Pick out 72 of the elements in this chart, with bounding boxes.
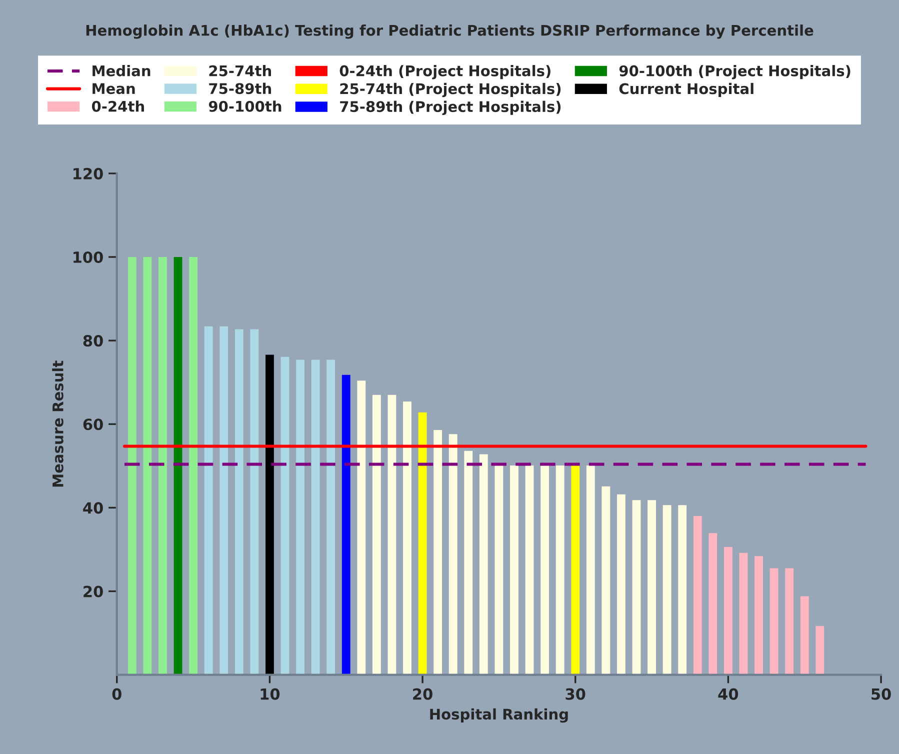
bar <box>693 516 702 675</box>
bar <box>418 412 427 675</box>
bar <box>265 354 274 675</box>
bar <box>571 465 580 675</box>
bar <box>434 430 442 675</box>
bar <box>464 450 473 675</box>
bar <box>678 505 687 675</box>
legend-label: 25-74th (Project Hospitals) <box>340 82 561 98</box>
bar <box>708 533 718 675</box>
bar <box>403 402 412 675</box>
bar <box>479 454 488 675</box>
bar <box>128 256 136 675</box>
bar <box>540 465 549 675</box>
bar <box>525 465 534 675</box>
bar <box>372 394 381 675</box>
bar <box>234 329 244 675</box>
legend-label: 0-24th (Project Hospitals) <box>340 65 550 80</box>
legend-label: 75-89th (Project Hospitals) <box>340 100 561 116</box>
bar <box>296 360 304 675</box>
x-tick-label: 0 <box>112 688 122 700</box>
bar <box>800 596 809 675</box>
legend-label: 75-89th <box>209 82 271 94</box>
chart-title: Hemoglobin A1c (HbA1c) Testing for Pediatric Patients DSRIP Performance by Percentile <box>86 24 814 39</box>
x-tick-label: 20 <box>413 688 432 700</box>
legend-label: 25-74th <box>209 65 271 76</box>
x-axis-title: Hospital Ranking <box>430 708 568 723</box>
bar <box>204 326 213 675</box>
y-tick-label: 100 <box>74 251 103 264</box>
bar <box>158 256 167 675</box>
y-tick-label: 120 <box>74 168 103 180</box>
bar <box>189 256 198 675</box>
bar <box>770 568 778 675</box>
bar <box>494 465 504 675</box>
bar <box>648 500 656 675</box>
legend-label: 0-24th <box>92 100 144 112</box>
bar <box>448 434 458 675</box>
bar <box>174 256 182 675</box>
bar <box>342 374 350 675</box>
x-tick-label: 10 <box>260 688 280 700</box>
y-tick-label: 60 <box>83 418 103 430</box>
y-tick-label: 40 <box>83 502 103 514</box>
legend-label: 90-100th (Project Hospitals) <box>619 65 850 80</box>
bar <box>754 556 763 675</box>
bar <box>602 486 610 675</box>
legend-label: Current Hospital <box>619 82 754 98</box>
bar <box>280 356 290 675</box>
bar <box>586 465 595 675</box>
bar <box>816 626 824 675</box>
bar <box>785 568 794 675</box>
bar <box>388 394 396 675</box>
legend-label: Median <box>92 65 150 76</box>
bar <box>739 552 748 675</box>
legend-label: Mean <box>92 83 135 94</box>
bar <box>143 256 152 675</box>
bar <box>632 500 641 675</box>
y-tick-label: 20 <box>84 586 103 598</box>
bar <box>220 326 228 675</box>
x-tick-label: 30 <box>566 688 586 700</box>
bar <box>250 329 259 675</box>
bar <box>357 380 366 675</box>
bar <box>311 360 320 675</box>
bar <box>326 360 336 675</box>
legend-label: 90-100th <box>208 100 282 112</box>
bar <box>662 505 672 675</box>
y-axis-title: Measure Result <box>52 360 64 487</box>
x-tick-label: 40 <box>718 688 738 700</box>
bar <box>724 546 732 675</box>
x-tick-label: 50 <box>872 688 891 700</box>
bar <box>556 465 564 675</box>
bar <box>510 465 518 675</box>
bar <box>617 494 626 675</box>
y-tick-label: 80 <box>83 335 103 347</box>
